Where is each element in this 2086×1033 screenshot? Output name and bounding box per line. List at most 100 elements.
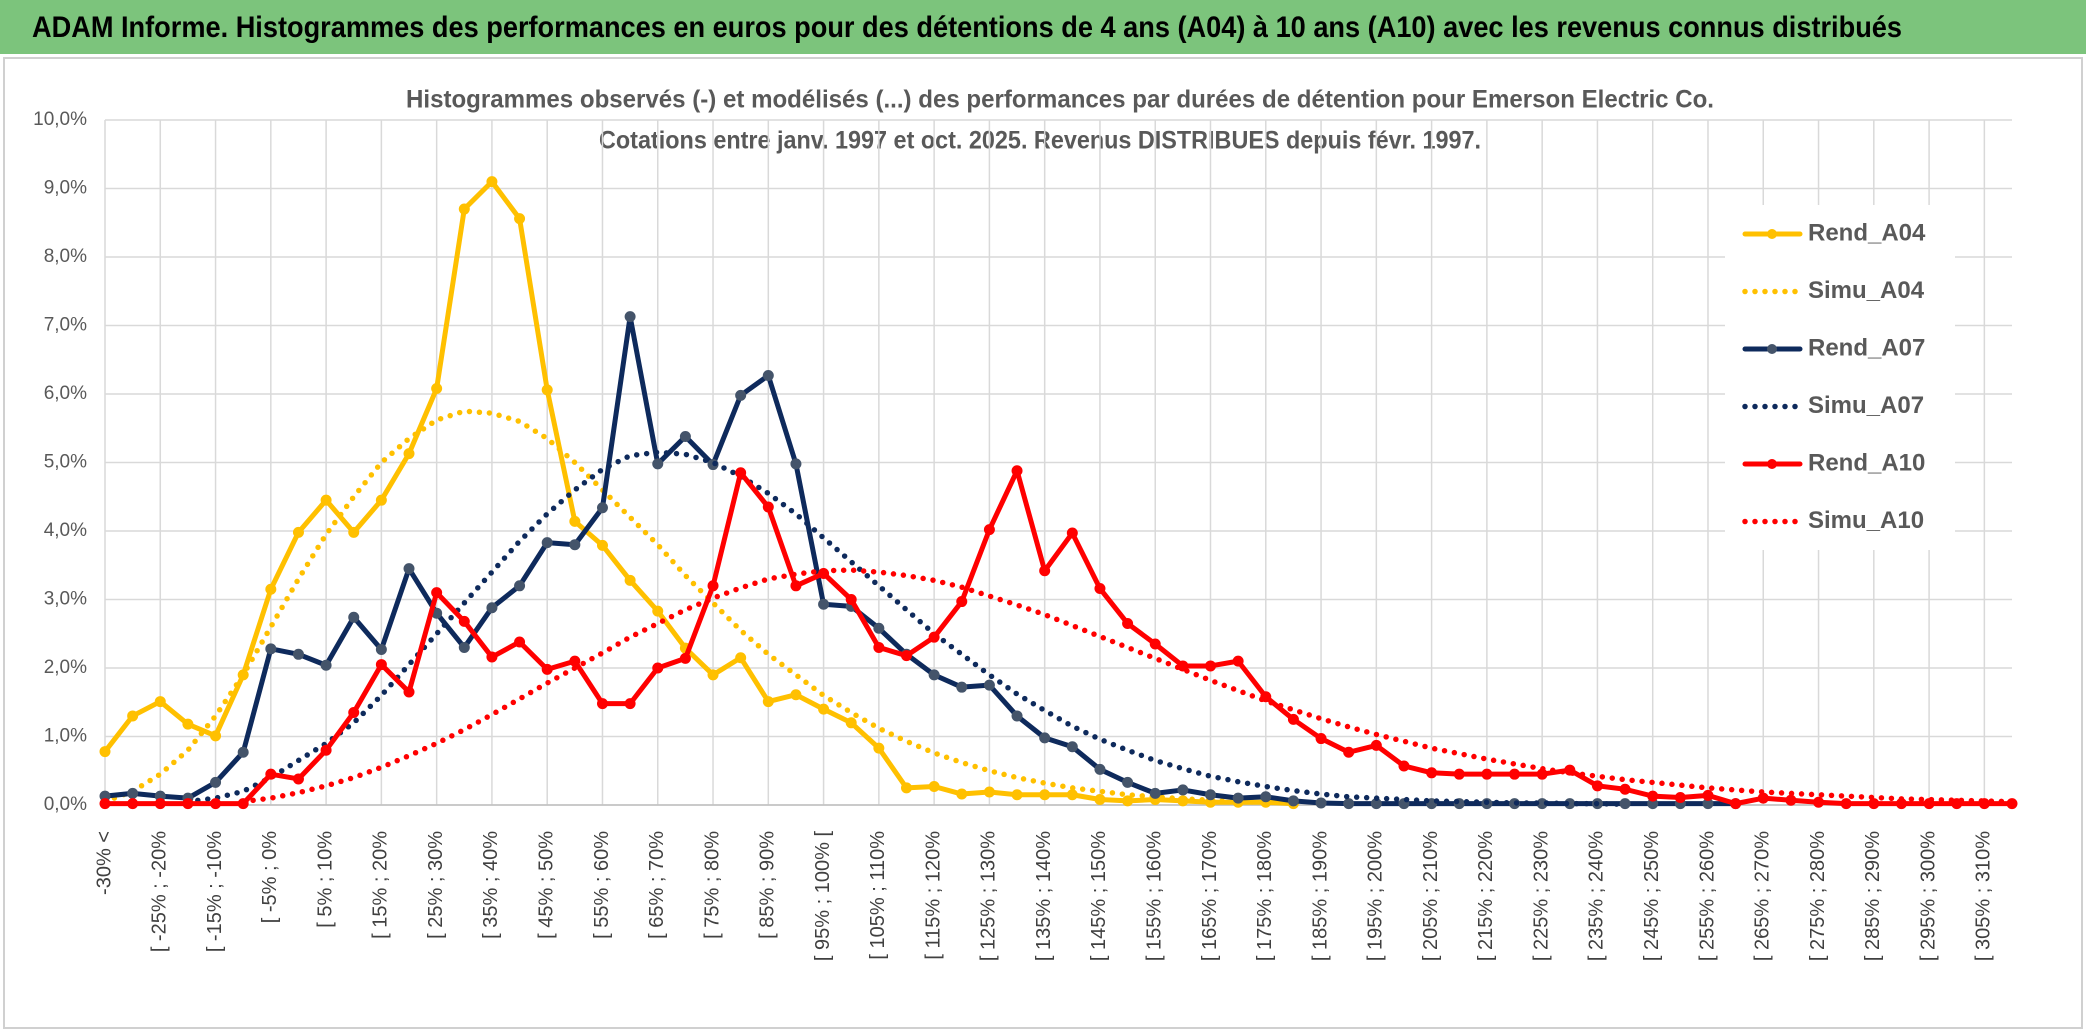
data-point xyxy=(1343,746,1355,758)
y-tick-label: 6,0% xyxy=(44,383,87,404)
data-point xyxy=(679,652,691,664)
data-point xyxy=(956,596,968,608)
data-point xyxy=(292,773,304,785)
data-point xyxy=(1205,789,1217,801)
data-point xyxy=(569,655,581,667)
data-point xyxy=(569,515,581,527)
x-tick-label: [ 55% ; 60% xyxy=(591,831,613,939)
data-point xyxy=(265,768,277,780)
data-point xyxy=(928,669,940,681)
data-point xyxy=(1757,792,1769,804)
y-tick-label: 4,0% xyxy=(44,520,87,541)
data-point xyxy=(541,537,553,549)
data-point xyxy=(292,648,304,660)
data-point xyxy=(431,587,443,599)
x-tick-label: [ 125% ; 130% xyxy=(978,831,1000,961)
data-point xyxy=(596,502,608,514)
data-point xyxy=(210,776,222,788)
x-tick-label: [ 155% ; 160% xyxy=(1144,831,1166,961)
data-point xyxy=(1591,780,1603,792)
data-point xyxy=(127,787,139,799)
legend-marker xyxy=(1767,459,1777,469)
data-point xyxy=(956,681,968,693)
data-point xyxy=(375,494,387,506)
x-tick-label: [ 295% ; 300% xyxy=(1917,831,1939,961)
data-point xyxy=(735,652,747,664)
data-point xyxy=(1453,768,1465,780)
data-point xyxy=(1426,767,1438,779)
data-point xyxy=(707,580,719,592)
data-point xyxy=(514,580,526,592)
legend-marker xyxy=(1767,344,1777,354)
data-point xyxy=(1011,465,1023,477)
data-point xyxy=(1122,795,1134,807)
data-point xyxy=(127,798,139,810)
series-line xyxy=(240,567,2015,805)
data-point xyxy=(1343,798,1355,810)
data-point xyxy=(1232,655,1244,667)
page-title: ADAM Informe. Histogrammes des performan… xyxy=(32,11,1902,44)
data-point xyxy=(210,798,222,810)
data-point xyxy=(182,718,194,730)
data-point xyxy=(1785,794,1797,806)
x-tick-label: [ 85% ; 90% xyxy=(757,831,779,939)
x-tick-label: [ 175% ; 180% xyxy=(1254,831,1276,961)
legend-box xyxy=(1725,205,1955,550)
data-point xyxy=(1066,527,1078,539)
x-tick-label: [ 15% ; 20% xyxy=(370,831,392,939)
data-point xyxy=(1177,784,1189,796)
data-point xyxy=(431,383,443,395)
y-tick-label: 5,0% xyxy=(44,452,87,473)
data-point xyxy=(486,602,498,614)
x-tick-label: [ 105% ; 110% xyxy=(867,831,889,960)
data-point xyxy=(1315,797,1327,809)
data-point xyxy=(514,636,526,648)
data-point xyxy=(762,370,774,382)
data-point xyxy=(983,786,995,798)
data-point xyxy=(1039,789,1051,801)
data-point xyxy=(237,746,249,758)
x-tick-label: [ 35% ; 40% xyxy=(480,831,502,939)
data-point xyxy=(458,641,470,653)
legend-marker xyxy=(1767,229,1777,239)
x-tick-label: [ 25% ; 30% xyxy=(425,831,447,939)
chart-subtitle: Cotations entre janv. 1997 et oct. 2025.… xyxy=(599,127,1481,155)
data-point xyxy=(403,448,415,460)
data-point xyxy=(1481,768,1493,780)
x-tick-label: [ 5% ; 10% xyxy=(314,831,336,928)
series-line xyxy=(185,449,1628,808)
x-tick-label: [ 265% ; 270% xyxy=(1752,831,1774,961)
data-point xyxy=(762,501,774,513)
data-point xyxy=(1066,741,1078,753)
x-tick-label: [ 225% ; 230% xyxy=(1530,831,1552,961)
x-tick-label: [ 135% ; 140% xyxy=(1033,831,1055,961)
data-point xyxy=(818,703,830,715)
x-tick-label: [ 145% ; 150% xyxy=(1088,831,1110,961)
x-tick-label: [ 185% ; 190% xyxy=(1309,831,1331,961)
data-point xyxy=(458,203,470,215)
data-point xyxy=(154,696,166,708)
data-point xyxy=(1039,732,1051,744)
x-tick-label: [ 45% ; 50% xyxy=(535,831,557,939)
legend-label: Simu_A07 xyxy=(1808,392,1924,419)
data-point xyxy=(182,798,194,810)
x-tick-label: [ 255% ; 260% xyxy=(1696,831,1718,961)
x-tick-label: [ 275% ; 280% xyxy=(1807,831,1829,961)
x-tick-label: [ -25% ; -20% xyxy=(149,831,171,952)
data-point xyxy=(403,686,415,698)
x-tick-label: [ 115% ; 120% xyxy=(922,831,944,960)
data-point xyxy=(541,663,553,675)
chart-subtitle: Histogrammes observés (-) et modélisés (… xyxy=(406,86,1714,114)
data-point xyxy=(1287,713,1299,725)
data-point xyxy=(624,698,636,710)
data-point xyxy=(679,430,691,442)
data-point xyxy=(1398,760,1410,772)
data-point xyxy=(983,524,995,536)
data-point xyxy=(1149,638,1161,650)
data-point xyxy=(486,651,498,663)
data-point xyxy=(1619,783,1631,795)
data-point xyxy=(1094,583,1106,595)
x-tick-label: -30% < xyxy=(93,831,115,895)
x-tick-label: [ 205% ; 210% xyxy=(1420,831,1442,961)
data-point xyxy=(1287,795,1299,807)
